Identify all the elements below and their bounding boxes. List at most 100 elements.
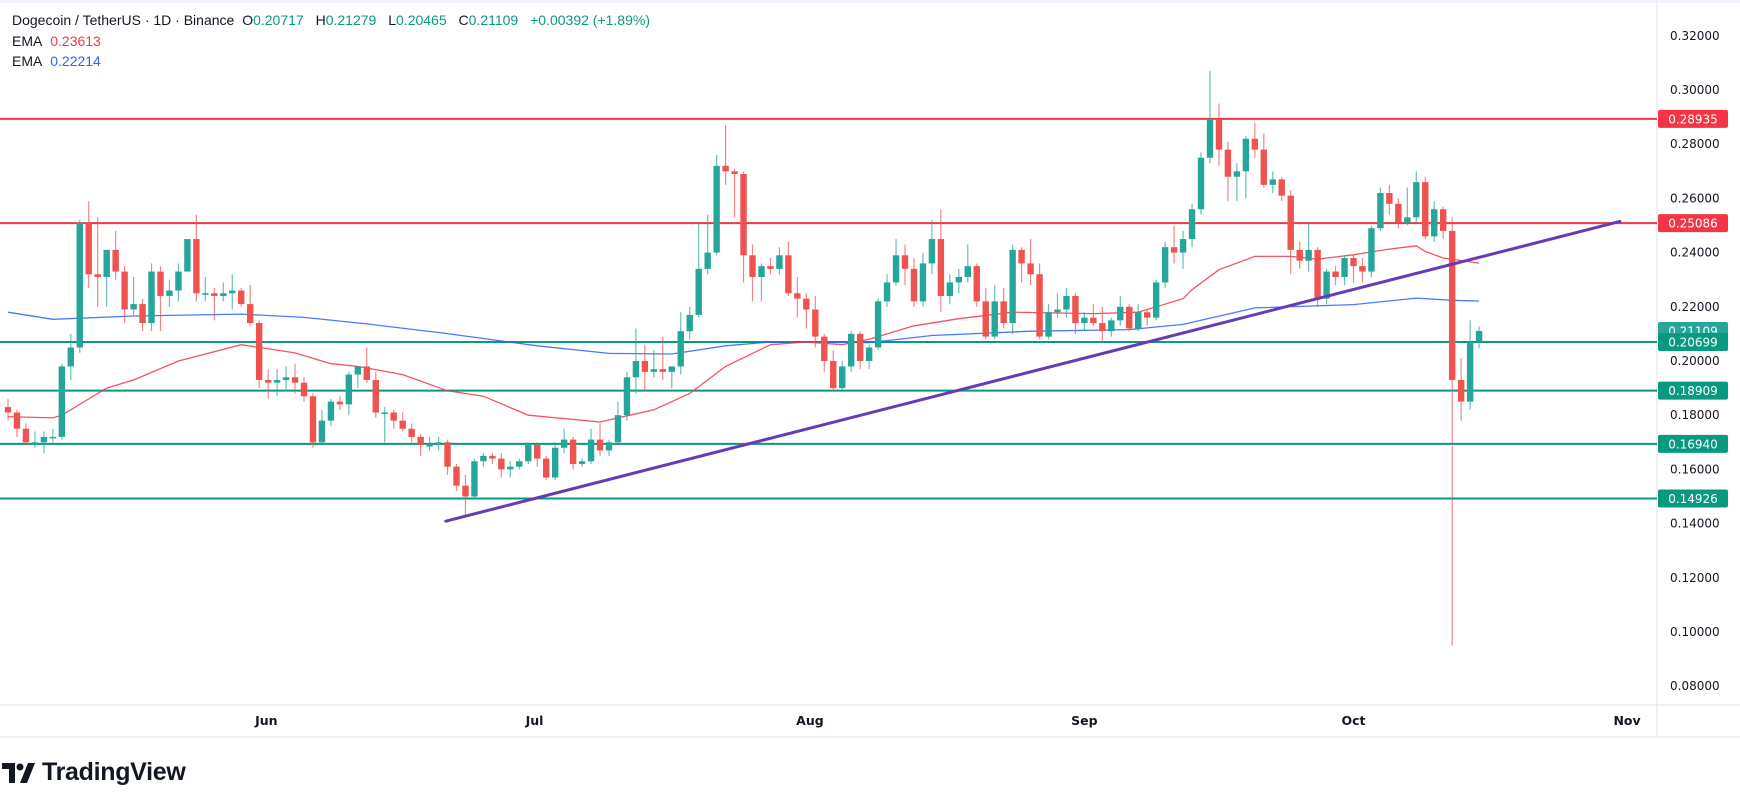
candle-body <box>1269 179 1276 185</box>
candle-body <box>856 333 864 361</box>
bearish-candle <box>569 436 577 470</box>
support-level-badge <box>1658 434 1728 453</box>
time-tick-label: Aug <box>796 713 824 728</box>
bullish-candle <box>1233 163 1241 202</box>
bullish-candle <box>587 428 595 464</box>
bearish-candle <box>336 396 344 410</box>
bullish-candle <box>130 276 137 315</box>
candle-body <box>749 255 756 277</box>
candle-body <box>713 165 720 253</box>
candle-body <box>148 271 155 324</box>
tradingview-logo[interactable]: TradingView <box>2 758 186 787</box>
candle-body <box>839 366 846 389</box>
candle-body <box>847 333 855 367</box>
candle-body <box>1404 217 1411 223</box>
bullish-candle <box>1341 255 1348 286</box>
bullish-candle <box>847 331 855 372</box>
time-tick-label: Sep <box>1071 713 1097 728</box>
candle-body <box>919 263 927 302</box>
candle-body <box>1422 182 1429 237</box>
candle-body <box>166 290 173 296</box>
bearish-candle <box>534 442 541 467</box>
candle-body <box>1413 182 1420 218</box>
candle-body <box>1377 192 1384 229</box>
candle-body <box>516 461 523 467</box>
bullish-candle <box>605 439 613 456</box>
candle-body <box>399 420 406 429</box>
candle-body <box>309 396 317 443</box>
low-value: 0.20465 <box>396 12 447 28</box>
candle-body <box>211 293 218 296</box>
bullish-candle <box>928 220 936 275</box>
candle-body <box>1206 119 1214 158</box>
candle-body <box>291 377 299 383</box>
candle-body <box>273 379 281 383</box>
candle-body <box>776 255 783 269</box>
bullish-candle <box>480 453 487 467</box>
bearish-candle <box>803 293 810 329</box>
ema-fast-legend[interactable]: EMA 0.23613 <box>12 31 105 51</box>
candle-body <box>614 415 622 443</box>
bearish-candle <box>856 331 864 370</box>
candle-body <box>874 301 882 348</box>
bearish-candle <box>94 217 101 307</box>
bearish-candle <box>157 266 164 332</box>
bullish-candle <box>282 366 290 391</box>
ema-slow-legend[interactable]: EMA 0.22214 <box>12 51 105 71</box>
candle-body <box>830 361 837 389</box>
bearish-candle <box>1350 255 1357 283</box>
bullish-candle <box>1054 293 1061 318</box>
bullish-candle <box>426 436 433 451</box>
candle-body <box>1009 249 1016 324</box>
candle-body <box>722 165 729 172</box>
bearish-candle <box>543 455 550 481</box>
bearish-candle <box>300 377 308 402</box>
candle-body <box>1135 312 1142 329</box>
candle-body <box>1108 320 1115 332</box>
bearish-candle <box>1440 206 1447 240</box>
resistance-level-label: 0.28935 <box>1668 112 1718 126</box>
bearish-candle <box>1036 263 1043 340</box>
candle-body <box>623 377 631 416</box>
candle-body <box>363 366 370 380</box>
candle-body <box>67 347 74 367</box>
bearish-candle <box>785 241 792 296</box>
candle-body <box>112 249 119 272</box>
low-readout: L0.20465 <box>388 12 450 28</box>
candle-body <box>1000 301 1007 324</box>
bearish-candle <box>1395 198 1402 229</box>
candle-body <box>417 436 424 446</box>
candle-body <box>202 293 209 295</box>
time-tick-label: Nov <box>1613 713 1640 728</box>
bullish-candle <box>327 398 335 427</box>
open-label: O <box>242 12 254 28</box>
open-value: 0.20717 <box>253 12 304 28</box>
candle-body <box>327 401 335 421</box>
bullish-candle <box>202 276 209 302</box>
bearish-candle <box>821 333 828 372</box>
bullish-candle <box>381 407 388 443</box>
bullish-candle <box>1108 317 1115 337</box>
candle-body <box>103 249 110 277</box>
bullish-candle <box>713 155 720 256</box>
bullish-candle <box>1242 136 1250 199</box>
bullish-candle <box>67 333 74 380</box>
bullish-candle <box>991 285 998 340</box>
bullish-candle <box>623 371 631 421</box>
bullish-candle <box>695 222 702 318</box>
bullish-candle <box>1305 222 1312 272</box>
candle-body <box>928 239 936 264</box>
bullish-candle <box>1466 320 1474 410</box>
candle-body <box>390 412 397 421</box>
bearish-candle <box>812 295 819 348</box>
bearish-candle <box>22 423 30 446</box>
bullish-candle <box>1063 287 1070 318</box>
candle-body <box>1350 258 1357 267</box>
bullish-candle <box>40 431 48 454</box>
resistance-level-badge <box>1658 214 1728 233</box>
bearish-candle <box>4 398 12 421</box>
candle-body <box>991 301 998 337</box>
symbol-title: Dogecoin / TetherUS · 1D · Binance <box>12 12 235 28</box>
candle-body <box>489 455 496 459</box>
